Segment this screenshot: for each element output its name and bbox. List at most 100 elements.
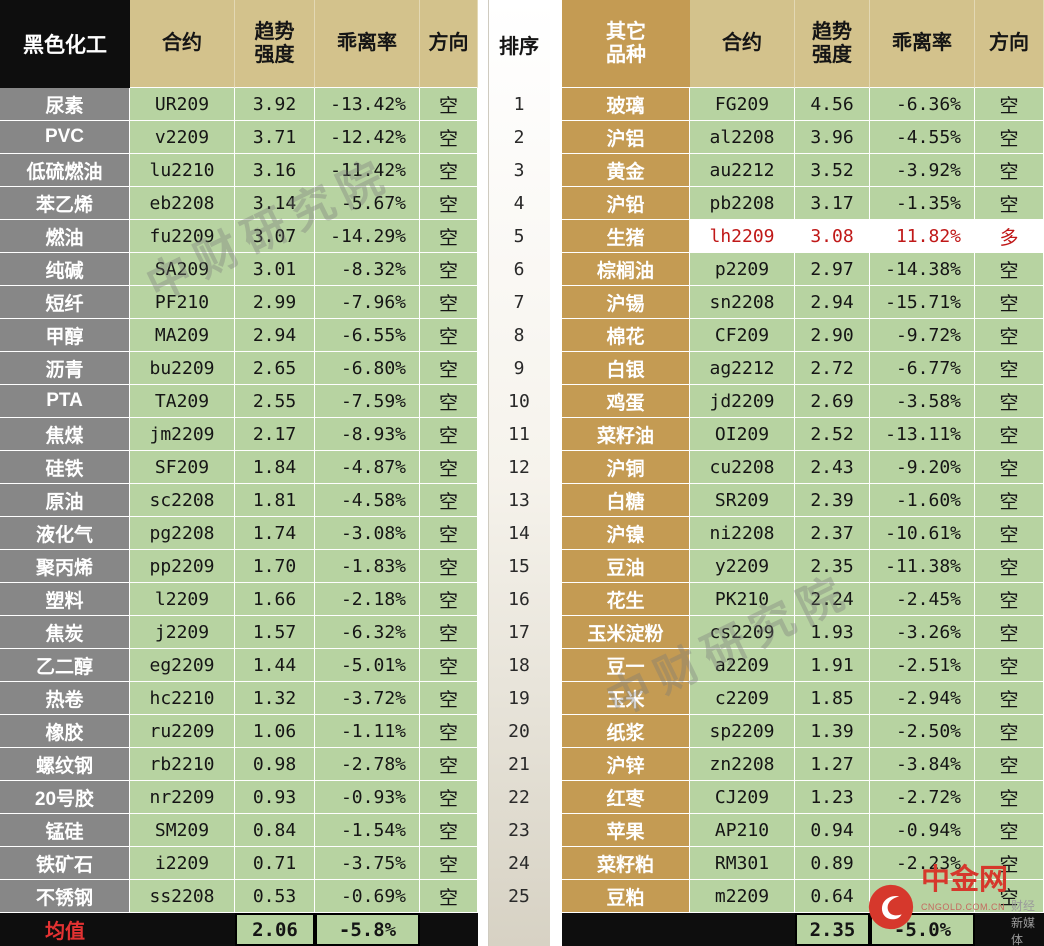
column-gap: [478, 880, 488, 913]
column-gap: [550, 517, 562, 550]
left-deviation-cell: -6.80%: [315, 352, 420, 385]
rank-cell: 8: [513, 325, 525, 346]
column-gap: [478, 748, 488, 781]
right-col-deviation: 乖离率: [870, 0, 975, 88]
right-contract-cell: FG209: [690, 88, 795, 121]
column-gap: [550, 616, 562, 649]
left-commodity-label: 不锈钢: [0, 880, 130, 913]
right-deviation-cell: -3.58%: [870, 385, 975, 418]
left-contract-cell: eb2208: [130, 187, 235, 220]
right-commodity-label: 生猪: [562, 220, 690, 253]
left-direction-cell: 空: [420, 187, 478, 220]
left-commodity-label: 橡胶: [0, 715, 130, 748]
right-contract-cell: c2209: [690, 682, 795, 715]
left-direction-cell: 空: [420, 253, 478, 286]
left-contract-cell: sc2208: [130, 484, 235, 517]
column-gap: [478, 715, 488, 748]
left-contract-cell: SA209: [130, 253, 235, 286]
left-commodity-label: 螺纹钢: [0, 748, 130, 781]
left-commodity-label: 塑料: [0, 583, 130, 616]
column-gap: [550, 880, 562, 913]
column-gap: [478, 253, 488, 286]
left-commodity-label: 铁矿石: [0, 847, 130, 880]
right-contract-cell: ag2212: [690, 352, 795, 385]
rank-cell: 10: [508, 391, 530, 412]
right-commodity-label: 豆油: [562, 550, 690, 583]
right-contract-cell: al2208: [690, 121, 795, 154]
left-strength-cell: 1.70: [235, 550, 315, 583]
left-contract-cell: ru2209: [130, 715, 235, 748]
right-direction-cell: 空: [975, 550, 1044, 583]
right-direction-cell: 空: [975, 748, 1044, 781]
left-commodity-label: 原油: [0, 484, 130, 517]
left-strength-cell: 2.17: [235, 418, 315, 451]
column-gap: [478, 88, 488, 121]
right-commodity-label: 沪锌: [562, 748, 690, 781]
column-gap: [478, 286, 488, 319]
rank-cell: 14: [508, 523, 530, 544]
rank-cell: 4: [513, 193, 525, 214]
left-direction-cell: 空: [420, 715, 478, 748]
column-gap: [550, 484, 562, 517]
right-commodity-label: 豆一: [562, 649, 690, 682]
right-direction-cell: 空: [975, 187, 1044, 220]
left-deviation-cell: -5.67%: [315, 187, 420, 220]
column-gap: [478, 154, 488, 187]
right-commodity-label: 苹果: [562, 814, 690, 847]
right-direction-cell: 空: [975, 154, 1044, 187]
rank-cell: 20: [508, 721, 530, 742]
left-contract-cell: i2209: [130, 847, 235, 880]
rank-cell: 5: [513, 226, 525, 247]
right-contract-cell: m2209: [690, 880, 795, 913]
column-gap: [478, 121, 488, 154]
right-contract-cell: PK210: [690, 583, 795, 616]
rank-cell: 3: [513, 160, 525, 181]
rank-cell: 23: [508, 820, 530, 841]
right-strength-cell: 4.56: [795, 88, 870, 121]
column-gap: [478, 616, 488, 649]
column-gap: [550, 385, 562, 418]
left-contract-cell: l2209: [130, 583, 235, 616]
left-contract-cell: bu2209: [130, 352, 235, 385]
column-gap: [478, 583, 488, 616]
right-direction-cell: 空: [975, 880, 1044, 913]
left-section-title: 黑色化工: [0, 0, 130, 88]
rank-cell: 1: [513, 94, 525, 115]
right-commodity-label: 黄金: [562, 154, 690, 187]
left-direction-cell: 空: [420, 286, 478, 319]
left-col-deviation: 乖离率: [315, 0, 420, 88]
right-commodity-label: 玻璃: [562, 88, 690, 121]
left-strength-cell: 1.32: [235, 682, 315, 715]
left-col-direction: 方向: [420, 0, 478, 88]
left-strength-cell: 1.57: [235, 616, 315, 649]
left-contract-cell: SM209: [130, 814, 235, 847]
left-deviation-cell: -2.18%: [315, 583, 420, 616]
left-strength-cell: 0.98: [235, 748, 315, 781]
left-strength-cell: 0.71: [235, 847, 315, 880]
right-direction-cell: 空: [975, 418, 1044, 451]
left-commodity-label: 纯碱: [0, 253, 130, 286]
logo-domain: CNGOLD.COM.CN: [920, 902, 1005, 912]
left-commodity-label: 甲醇: [0, 319, 130, 352]
right-contract-cell: au2212: [690, 154, 795, 187]
right-direction-cell: 空: [975, 649, 1044, 682]
right-deviation-cell: -13.11%: [870, 418, 975, 451]
right-deviation-cell: -9.20%: [870, 451, 975, 484]
rank-cell: 19: [508, 688, 530, 709]
rank-cell: 21: [508, 754, 530, 775]
left-deviation-cell: -7.96%: [315, 286, 420, 319]
rank-cell: 9: [513, 358, 525, 379]
column-gap: [550, 781, 562, 814]
column-gap: [550, 187, 562, 220]
left-contract-cell: rb2210: [130, 748, 235, 781]
left-direction-cell: 空: [420, 484, 478, 517]
left-contract-cell: PF210: [130, 286, 235, 319]
right-strength-cell: 3.17: [795, 187, 870, 220]
left-contract-cell: MA209: [130, 319, 235, 352]
right-commodity-label: 菜籽粕: [562, 847, 690, 880]
right-deviation-cell: -1.35%: [870, 187, 975, 220]
left-direction-cell: 空: [420, 121, 478, 154]
column-gap: [550, 814, 562, 847]
left-deviation-cell: -4.87%: [315, 451, 420, 484]
left-strength-cell: 1.81: [235, 484, 315, 517]
